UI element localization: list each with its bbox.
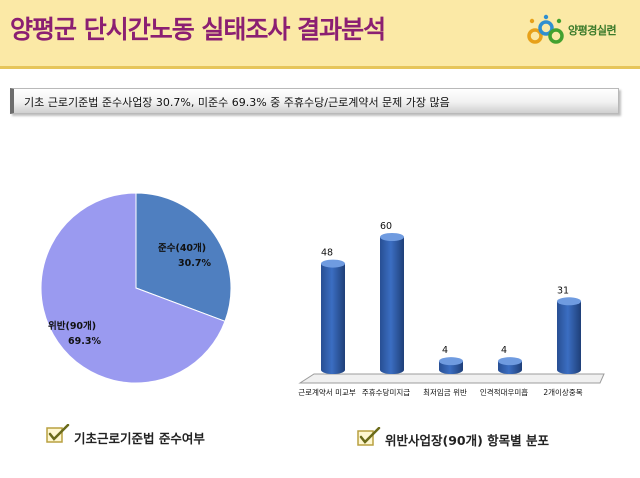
bar-top xyxy=(321,259,345,268)
pie-chart: 준수(40개) 30.7% 위반(90개) 69.3% xyxy=(40,192,232,384)
header-divider xyxy=(0,66,640,69)
summary-banner: 기초 근로기준법 준수사업장 30.7%, 미준수 69.3% 중 주휴수당/근… xyxy=(10,88,619,114)
pie-category-label: 위반(90개) xyxy=(48,320,96,332)
bar-category-label: 2개이상중복 xyxy=(543,387,582,397)
chart-floor xyxy=(298,373,605,384)
bar-chart: 48 근로계약서 미교부 60 주휴수당미지급 4 최저임금 위반 4 인격적대우미흡 31 2개… xyxy=(298,221,605,397)
page-title: 양평군 단시간노동 실태조사 결과분석 xyxy=(10,15,386,44)
bar-value-label: 4 xyxy=(501,345,507,356)
bar-value-label: 31 xyxy=(557,285,569,296)
bar xyxy=(557,301,581,374)
checkbox-icon xyxy=(46,424,70,443)
bar-top xyxy=(439,357,463,366)
pie-caption: 기초근로기준법 준수여부 xyxy=(74,431,205,446)
bar-top xyxy=(380,233,404,241)
logo-text: 양평경실련 xyxy=(568,24,617,37)
logo-icon xyxy=(527,14,564,44)
bar-top xyxy=(498,357,522,366)
pie-category-label: 준수(40개) xyxy=(158,242,206,254)
bar-category-label: 근로계약서 미교부 xyxy=(298,387,356,397)
bar-value-label: 4 xyxy=(442,345,448,356)
bar-category-label: 주휴수당미지급 xyxy=(362,387,410,397)
pie-slice xyxy=(135,192,232,322)
bar-top xyxy=(557,297,581,306)
bar-value-label: 48 xyxy=(321,248,333,259)
bar-category-label: 인격적대우미흡 xyxy=(480,387,528,397)
pie-slice xyxy=(40,192,226,384)
pie-value-label: 69.3% xyxy=(68,336,101,347)
bar-caption: 위반사업장(90개) 항목별 분포 xyxy=(385,433,550,448)
summary-text: 기초 근로기준법 준수사업장 30.7%, 미준수 69.3% 중 주휴수당/근… xyxy=(24,96,450,109)
bar-value-label: 60 xyxy=(380,221,392,232)
bar-category-label: 최저임금 위반 xyxy=(423,387,467,397)
bar xyxy=(321,263,345,374)
bar xyxy=(380,237,404,374)
header-banner xyxy=(0,0,640,66)
pie-value-label: 30.7% xyxy=(178,258,211,269)
checkbox-icon xyxy=(357,427,381,446)
